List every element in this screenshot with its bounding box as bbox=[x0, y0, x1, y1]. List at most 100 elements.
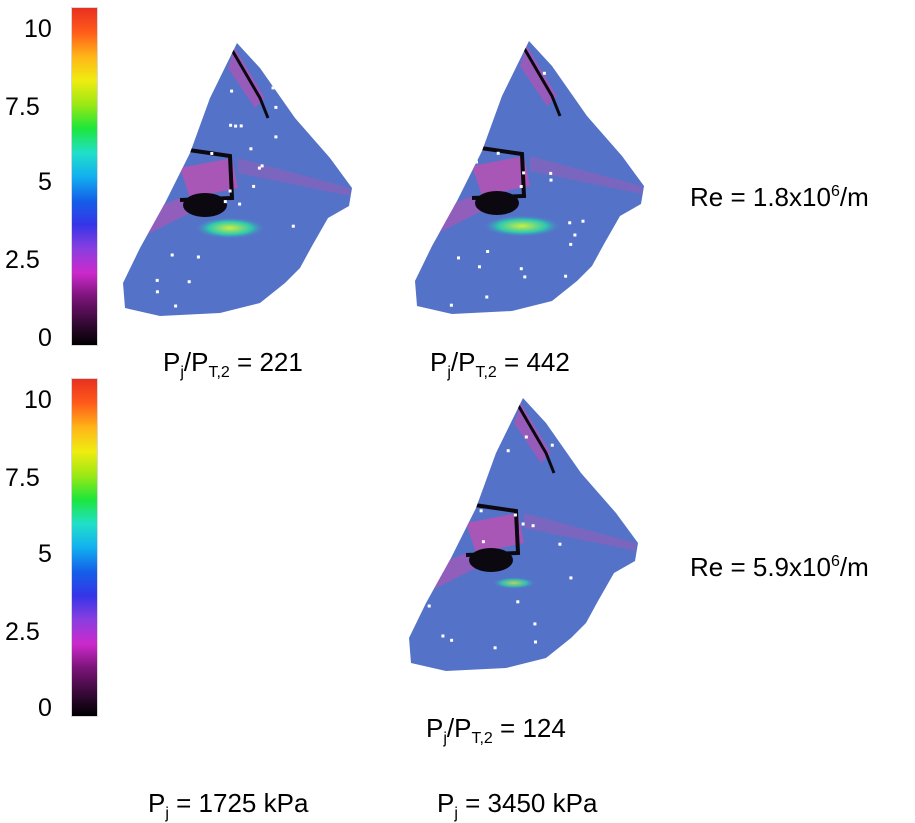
colorbar-top-tick-0: 0 bbox=[38, 324, 52, 352]
surface-base bbox=[123, 43, 352, 316]
speckle-dot bbox=[569, 576, 573, 580]
speckle-dot bbox=[524, 435, 528, 439]
ratio-label-442-j: j bbox=[447, 364, 451, 381]
colorbar-bottom bbox=[71, 378, 98, 717]
speckle-dot bbox=[463, 496, 467, 499]
speckle-dot bbox=[234, 124, 238, 128]
speckle-dot bbox=[550, 443, 554, 447]
re-label-bottom-exponent: 6 bbox=[830, 553, 840, 570]
speckle-dot bbox=[573, 233, 577, 237]
speckle-dot bbox=[479, 509, 483, 513]
ratio-label-442-slash: /P bbox=[450, 347, 476, 377]
speckle-dot bbox=[228, 189, 232, 193]
speckle-dot bbox=[534, 640, 537, 644]
re-label-bottom-base: Re = 5.9x10 bbox=[690, 552, 831, 582]
speckle-dot bbox=[542, 71, 546, 75]
speckle-dot bbox=[291, 224, 295, 228]
speckle-dot bbox=[230, 89, 234, 93]
speckle-dot bbox=[493, 646, 497, 650]
re-label-top-unit: /m bbox=[839, 182, 869, 212]
magenta-streak bbox=[524, 513, 636, 551]
column-label-3450-value: = 3450 kPa bbox=[457, 788, 598, 818]
re-label-bottom: Re = 5.9x106/m bbox=[690, 552, 869, 582]
speckle-dot bbox=[229, 123, 233, 127]
speckle-dot bbox=[331, 113, 335, 117]
jet-core bbox=[183, 193, 227, 217]
speckle-dot bbox=[549, 171, 553, 175]
speckle-dot bbox=[449, 303, 453, 307]
speckle-dot bbox=[442, 439, 446, 443]
speckle-dot bbox=[594, 457, 598, 461]
speckle-dot bbox=[481, 540, 485, 544]
speckle-dot bbox=[607, 585, 611, 589]
magenta-streak bbox=[238, 158, 350, 196]
speckle-dot bbox=[196, 255, 200, 259]
ratio-label-124-j: j bbox=[443, 730, 447, 747]
speckle-dot bbox=[519, 267, 523, 271]
column-label-3450: Pj = 3450 kPa bbox=[437, 788, 598, 822]
speckle-dot bbox=[167, 121, 171, 125]
speckle-dot bbox=[274, 135, 278, 139]
speckle-dot bbox=[438, 508, 442, 512]
speckle-dot bbox=[441, 634, 445, 638]
speckle-dot bbox=[617, 272, 621, 276]
heating-spot bbox=[194, 217, 266, 239]
colorbar-bottom-tick-2-5: 2.5 bbox=[5, 618, 40, 646]
speckle-dot bbox=[274, 105, 278, 109]
re-label-top-exponent: 6 bbox=[830, 183, 840, 200]
column-label-1725-value: = 1725 kPa bbox=[168, 788, 309, 818]
speckle-dot bbox=[260, 164, 264, 168]
speckle-dot bbox=[584, 455, 588, 459]
re-label-top: Re = 1.8x106/m bbox=[690, 182, 869, 212]
speckle-dot bbox=[519, 185, 523, 188]
surface-base bbox=[409, 398, 638, 671]
re-label-bottom-unit: /m bbox=[839, 552, 869, 582]
speckle-dot bbox=[531, 524, 535, 528]
ratio-label-221-t2: T,2 bbox=[208, 364, 230, 381]
column-label-1725: Pj = 1725 kPa bbox=[148, 788, 309, 822]
speckle-dot bbox=[163, 126, 167, 130]
speckle-dot bbox=[238, 202, 242, 206]
speckle-dot bbox=[496, 151, 500, 155]
speckle-dot bbox=[170, 253, 174, 257]
speckle-dot bbox=[564, 274, 568, 278]
speckle-dot bbox=[472, 494, 476, 498]
speckle-dot bbox=[459, 432, 463, 435]
column-label-3450-p: P bbox=[437, 788, 455, 818]
speckle-dot bbox=[516, 600, 520, 604]
ramp-outline bbox=[516, 404, 556, 474]
speckle-dot bbox=[486, 250, 490, 253]
speckle-dot bbox=[175, 80, 179, 83]
ratio-label-124-slash: /P bbox=[446, 713, 472, 743]
column-label-3450-j: j bbox=[454, 805, 458, 822]
speckle-dot bbox=[210, 152, 214, 155]
speckle-dot bbox=[174, 304, 178, 308]
speckle-dot bbox=[603, 298, 607, 302]
heating-spot bbox=[492, 577, 536, 589]
speckle-dot bbox=[533, 622, 537, 626]
speckle-dot bbox=[271, 86, 275, 90]
speckle-dot bbox=[549, 178, 553, 182]
speckle-dot bbox=[475, 160, 478, 164]
speckle-dot bbox=[239, 124, 243, 128]
speckle-dot bbox=[442, 428, 446, 431]
colorbar-bottom-tick-0: 0 bbox=[38, 694, 52, 722]
panel-bottom-right bbox=[409, 398, 638, 671]
colorbar-top-tick-5: 5 bbox=[38, 168, 52, 196]
ratio-label-124-t2: T,2 bbox=[471, 730, 493, 747]
speckle-dot bbox=[155, 278, 159, 282]
speckle-dot bbox=[484, 122, 488, 126]
speckle-dot bbox=[155, 290, 159, 294]
magenta-streak bbox=[180, 158, 238, 198]
speckle-dot bbox=[450, 638, 454, 642]
speckle-dot bbox=[431, 567, 435, 571]
column-label-1725-p: P bbox=[148, 788, 166, 818]
surface-base bbox=[415, 41, 644, 314]
colorbar-bottom-tick-5: 5 bbox=[38, 540, 52, 568]
ramp-outline bbox=[522, 47, 562, 117]
speckle-dot bbox=[433, 152, 437, 156]
magenta-streak bbox=[466, 513, 524, 553]
speckle-dot bbox=[506, 449, 510, 453]
speckle-dot bbox=[478, 265, 481, 269]
speckle-dot bbox=[611, 129, 615, 133]
